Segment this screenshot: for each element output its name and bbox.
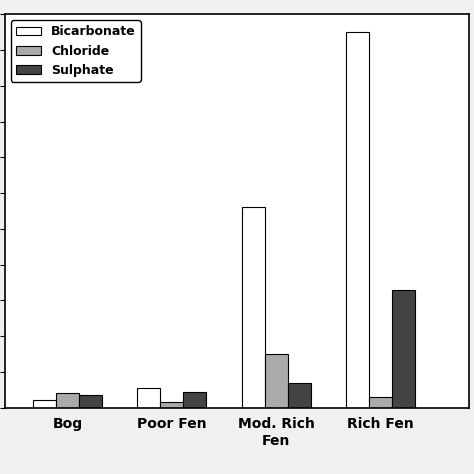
Bar [33,401,56,408]
Bar [392,290,415,408]
Bar [242,207,264,408]
Bar [369,397,392,408]
Bar [137,388,160,408]
Bar [346,32,369,408]
Bar [183,392,206,408]
Bar [288,383,310,408]
Legend: Bicarbonate, Chloride, Sulphate: Bicarbonate, Chloride, Sulphate [11,20,141,82]
Bar [160,402,183,408]
Bar [56,393,79,408]
Bar [264,354,288,408]
Bar [79,395,102,408]
